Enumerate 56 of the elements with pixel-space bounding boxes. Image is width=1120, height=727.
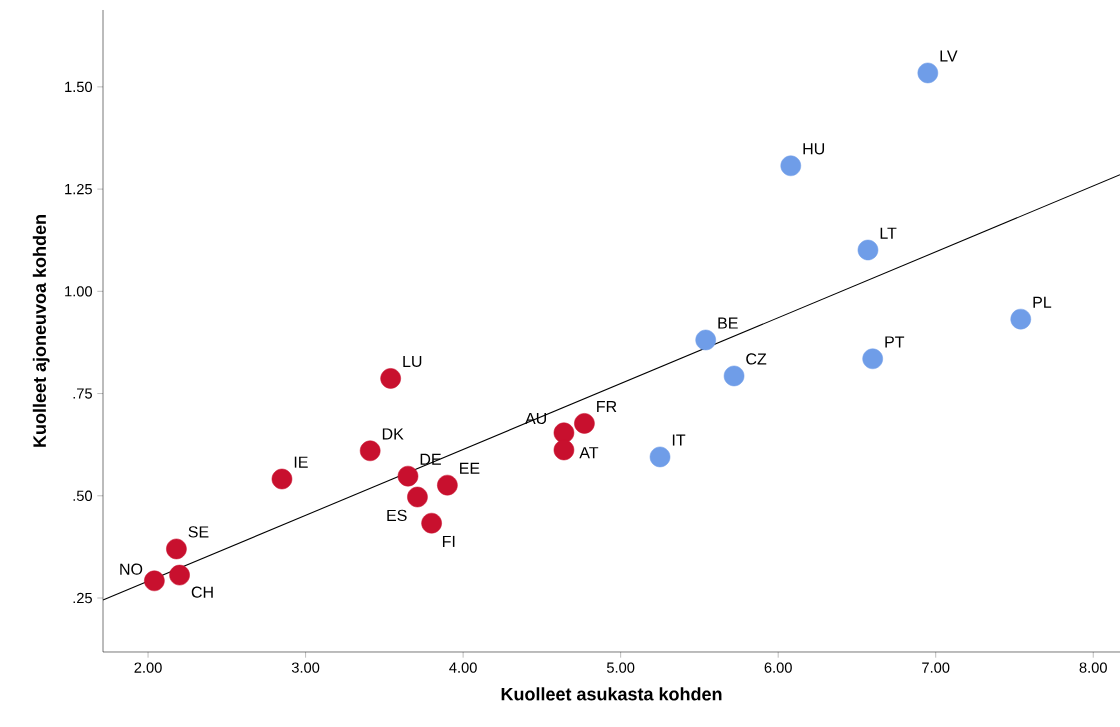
point	[144, 570, 165, 592]
annotation: LU	[403, 355, 422, 368]
annotation: AT	[579, 447, 599, 459]
point	[723, 365, 745, 387]
annotation: IT	[672, 434, 686, 446]
annotation: BE	[718, 317, 738, 329]
point	[574, 413, 595, 434]
point	[695, 329, 716, 351]
point	[553, 422, 575, 444]
point	[437, 474, 458, 496]
annotation: NO	[120, 563, 143, 575]
y-tick-label: .75	[73, 388, 92, 399]
annotation: EE	[460, 462, 480, 474]
y-tick-label: 1.25	[65, 183, 92, 195]
y-tick-label: 1.50	[65, 81, 93, 93]
point	[857, 239, 879, 261]
y-axis-title: Kuolleet ajoneuvoa kohden	[32, 215, 50, 447]
point	[166, 538, 187, 560]
annotation: FI	[442, 535, 455, 547]
annotation: PT	[885, 336, 905, 348]
point	[553, 439, 575, 461]
point	[862, 348, 883, 370]
annotation: IE	[294, 456, 308, 468]
point	[1010, 308, 1032, 330]
x-tick-label: 4.00	[449, 662, 477, 673]
x-tick-label: 3.00	[291, 662, 320, 673]
y-tick-label: 1.00	[65, 286, 93, 297]
point	[397, 465, 419, 487]
point	[407, 486, 428, 508]
x-tick-label: 5.00	[606, 662, 635, 673]
annotation: CZ	[746, 353, 767, 365]
point	[421, 512, 442, 534]
y-tick-label: .25	[73, 592, 92, 604]
annotation: LV	[940, 50, 958, 62]
x-tick-label: 2.00	[134, 662, 162, 673]
point	[380, 368, 401, 389]
annotation: DK	[382, 428, 404, 440]
point	[271, 468, 293, 490]
point	[169, 564, 190, 586]
point	[780, 155, 802, 177]
annotation: CH	[191, 586, 213, 598]
annotation: PL	[1033, 296, 1052, 308]
point	[649, 446, 671, 468]
point	[917, 62, 939, 84]
annotation: DE	[420, 453, 441, 465]
x-tick-label: 7.00	[922, 662, 950, 673]
x-tick-label: 6.00	[764, 662, 792, 673]
x-axis-title: Kuolleet asukasta kohden	[501, 687, 722, 701]
annotation: SE	[188, 526, 209, 538]
annotation: HU	[803, 143, 825, 155]
y-tick-label: .50	[73, 490, 93, 501]
point	[359, 440, 381, 462]
annotation: ES	[387, 509, 407, 522]
annotation: LT	[880, 227, 897, 239]
annotation: FR	[597, 401, 617, 413]
x-tick-label: 8.00	[1079, 662, 1107, 673]
